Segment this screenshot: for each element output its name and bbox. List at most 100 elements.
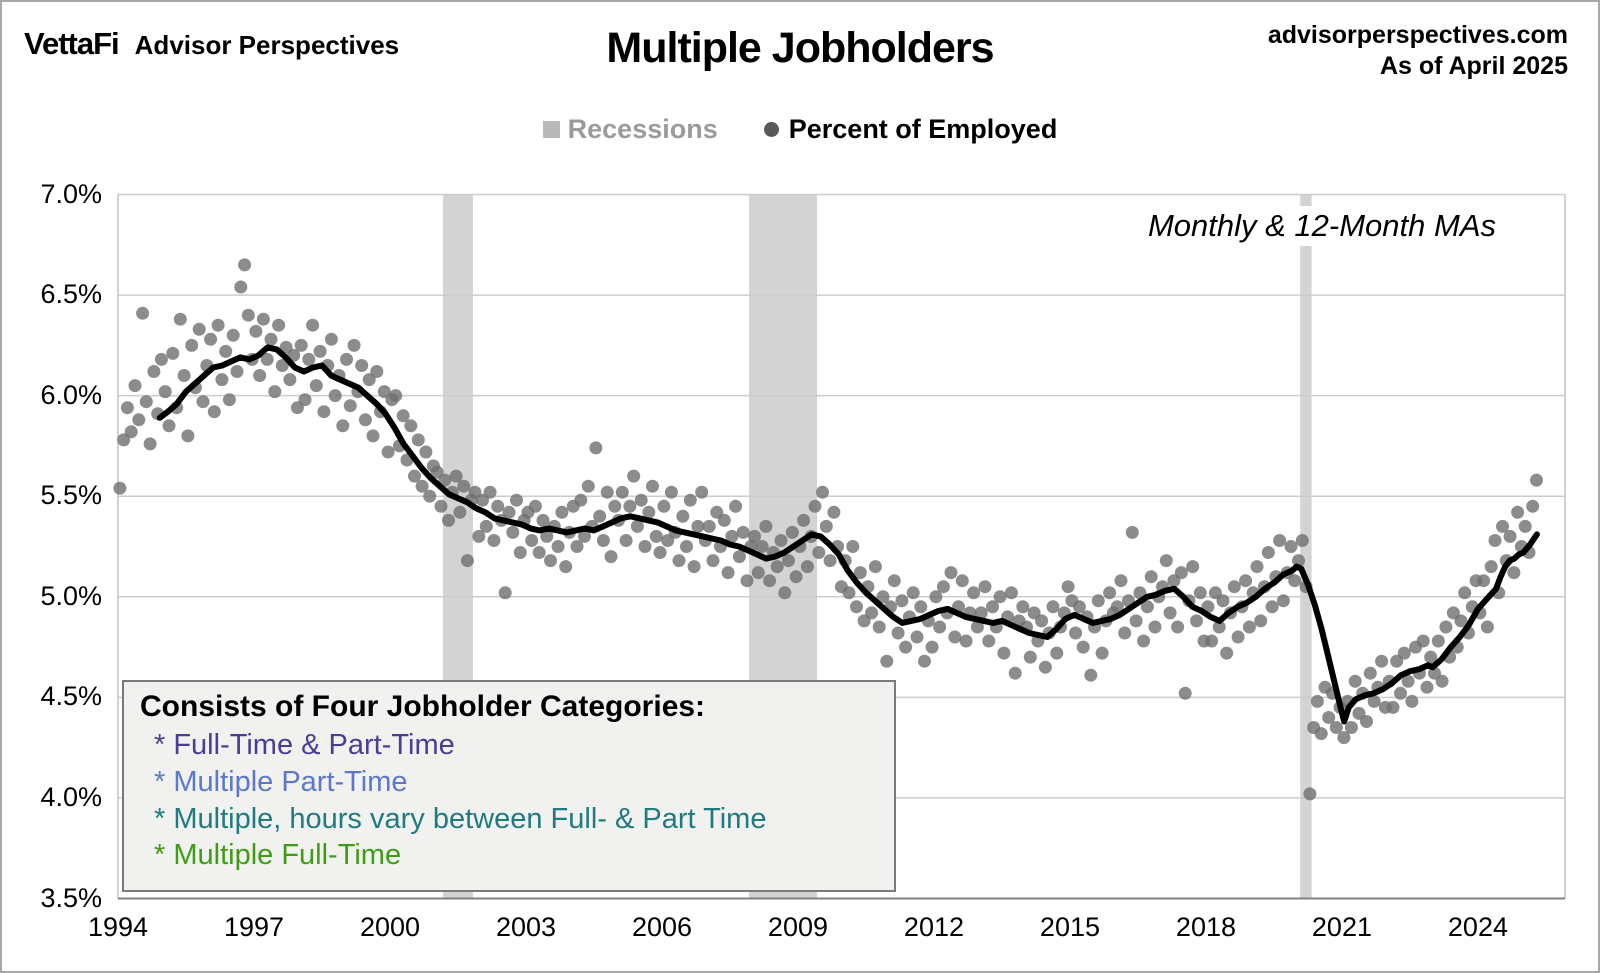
scatter-point [1284,540,1298,553]
y-axis-tick-label: 7.0% [40,178,102,209]
x-axis-tick-label: 2000 [359,912,421,942]
ma-line [156,344,1540,725]
scatter-point [1431,634,1445,648]
scatter-point [222,393,236,407]
scatter-point [419,445,433,459]
scatter-point [559,560,573,574]
note-box: Consists of Four Jobholder Categories: *… [122,680,896,892]
scatter-point [1261,546,1275,559]
scatter-point [381,445,395,459]
scatter-point [887,574,901,588]
scatter-point [1163,606,1177,620]
scatter-point [544,554,557,568]
y-axis-tick-label: 6.5% [40,279,102,310]
scatter-point [986,600,999,614]
scatter-point [120,401,134,415]
scatter-point [906,586,920,600]
scatter-point [128,379,142,393]
scatter-point [491,499,505,513]
scatter-point [763,574,777,588]
scatter-point [483,485,497,499]
scatter-point [725,529,739,543]
scatter-point [1428,666,1441,680]
scatter-point [442,513,455,527]
scatter-point [207,405,221,419]
scatter-point [275,359,289,372]
scatter-point [819,519,833,533]
scatter-point [918,654,931,668]
scatter-point [1148,620,1162,634]
x-axis-tick-label: 2015 [1039,912,1100,942]
scatter-point [1416,634,1430,648]
scatter-point [1265,600,1279,614]
scatter-point [1193,586,1207,600]
scatter-point [691,519,705,533]
scatter-point [808,499,822,513]
scatter-point [347,338,361,352]
scatter-point [249,324,263,338]
x-axis-tick-label: 2018 [1175,912,1236,942]
scatter-point [355,359,369,372]
scatter-point [196,395,210,409]
scatter-point [1159,554,1173,568]
scatter-point [1061,580,1075,594]
scatter-point [230,365,244,378]
scatter-point [1310,694,1324,708]
scatter-point [204,332,218,346]
scatter-point [721,566,735,580]
scatter-point [551,540,565,553]
scatter-point [1129,614,1143,628]
scatter-point [528,499,542,513]
scatter-point [729,499,743,513]
scatter-point [732,550,746,564]
scatter-point [472,529,486,543]
scatter-point [460,554,474,568]
scatter-point [1205,634,1219,648]
scatter-point [181,429,195,443]
scatter-point [1435,674,1449,688]
x-axis-tick-label: 2012 [903,912,964,942]
series-dot-icon [763,122,779,137]
scatter-point [853,566,867,580]
scatter-point [294,338,308,352]
scatter-point [158,385,172,399]
scatter-point [865,606,879,620]
scatter-point [132,413,146,427]
scatter-point [959,634,973,648]
scatter-point [974,606,988,620]
scatter-point [1424,650,1438,664]
scatter-point [1035,614,1049,628]
scatter-point [827,505,841,519]
scatter-point [1072,600,1086,614]
scatter-point [1480,620,1494,634]
scatter-point [1084,668,1098,682]
y-axis-tick-label: 4.0% [40,781,102,812]
scatter-point [1288,574,1302,588]
scatter-point [362,373,376,387]
scatter-point [970,620,984,634]
scatter-point [166,346,180,360]
scatter-point [306,318,320,332]
scatter-point [1344,721,1358,734]
x-axis-tick-label: 1994 [87,912,149,942]
scatter-point [850,600,863,614]
scatter-point [215,373,229,387]
scatter-point [1095,646,1109,660]
scatter-point [226,328,240,342]
scatter-point [1038,660,1052,674]
note-box-item-full-and-part-time: * Full-Time & Part-Time [154,729,455,761]
scatter-point [1050,646,1064,660]
scatter-point [1322,711,1336,724]
scatter-point [389,389,403,403]
scatter-point [1231,630,1245,644]
scatter-point [1454,614,1468,628]
scatter-point [1212,620,1226,634]
scatter-point [948,630,962,644]
scatter-point [676,509,690,523]
scatter-point [1526,499,1540,513]
scatter-point [177,369,191,382]
scatter-point [1178,686,1192,700]
scatter-point [1110,600,1124,614]
scatter-point [1227,580,1241,594]
